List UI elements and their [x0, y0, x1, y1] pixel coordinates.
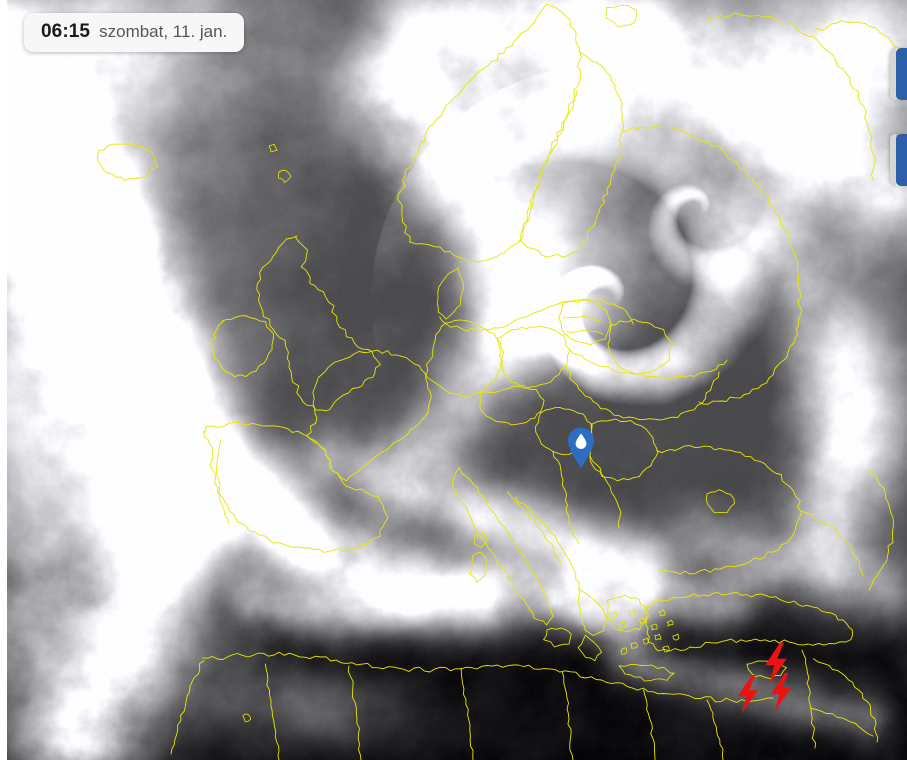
side-panel-top[interactable]: [890, 48, 907, 100]
timestamp-time: 06:15: [41, 21, 91, 42]
panel-edge: [890, 134, 896, 186]
lightning-bolt-icon: [734, 675, 762, 713]
panel-edge: [890, 48, 896, 100]
panel-body: [896, 134, 907, 186]
water-droplet-icon: [568, 427, 594, 468]
panel-body: [896, 48, 907, 100]
lightning-bolt-icon: [767, 673, 795, 711]
side-panel-bottom[interactable]: [890, 134, 907, 186]
timestamp-badge: 06:15 szombat, 11. jan.: [24, 13, 245, 52]
timestamp-date: szombat, 11. jan.: [99, 22, 228, 41]
satellite-map-viewport[interactable]: [7, 0, 907, 760]
precipitation-location-pin[interactable]: [566, 426, 596, 468]
